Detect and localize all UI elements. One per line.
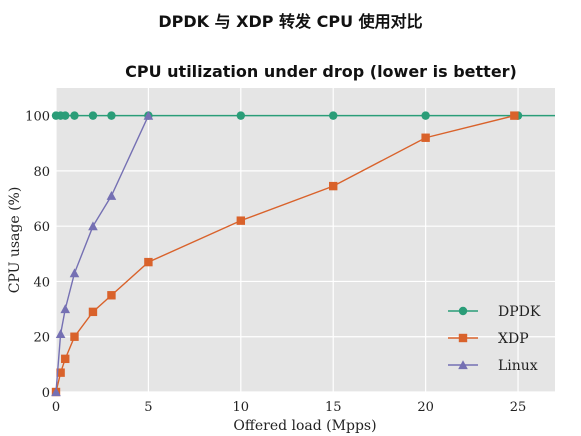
x-tick-label: 10: [233, 400, 250, 415]
y-tick-label: 40: [33, 275, 50, 290]
series-layer: [51, 110, 555, 397]
data-point-dpdk: [61, 111, 70, 120]
data-point-xdp: [329, 181, 338, 191]
legend-marker-dpdk: [458, 306, 468, 316]
data-point-xdp: [421, 133, 430, 142]
data-point-xdp: [144, 257, 153, 267]
legend-marker-linux: [458, 360, 468, 370]
y-tick-label: 100: [25, 110, 50, 125]
y-axis-label: CPU usage (%): [7, 187, 23, 294]
data-point-linux: [106, 190, 117, 200]
data-point-dpdk: [421, 111, 430, 120]
series-xdp: [51, 111, 519, 397]
y-tick-label: 0: [42, 386, 50, 401]
x-axis-label: Offered load (Mpps): [233, 418, 376, 434]
data-point-xdp: [107, 291, 116, 300]
data-point-linux: [60, 304, 71, 314]
data-point-xdp: [88, 307, 98, 317]
data-point-dpdk: [329, 111, 338, 120]
y-tick-label: 80: [33, 165, 50, 180]
axis-ticks: 0 5 10 15 20 25 0 20 40 60 80 100: [25, 110, 526, 415]
page-title: DPDK 与 XDP 转发 CPU 使用对比: [158, 12, 423, 31]
x-tick-label: 15: [325, 400, 342, 415]
data-point-xdp: [236, 216, 246, 225]
legend-label: DPDK: [498, 304, 541, 320]
data-point-linux: [51, 387, 61, 397]
legend-label: Linux: [498, 358, 538, 374]
data-point-xdp: [70, 332, 79, 341]
data-point-dpdk: [70, 111, 79, 120]
data-point-dpdk: [107, 111, 116, 120]
data-point-xdp: [61, 354, 70, 364]
data-point-linux: [88, 221, 98, 231]
legend-item-xdp: XDP: [448, 331, 529, 347]
series-dpdk: [51, 111, 555, 120]
legend-label: XDP: [498, 331, 529, 347]
chart-title: CPU utilization under drop (lower is bet…: [125, 62, 517, 81]
data-point-xdp: [510, 111, 519, 120]
plot-area: [56, 88, 555, 392]
series-linux: [51, 110, 154, 397]
y-tick-label: 60: [33, 220, 50, 235]
legend-marker-xdp: [458, 333, 468, 343]
x-tick-label: 0: [52, 400, 60, 415]
data-point-linux: [143, 110, 154, 120]
data-point-dpdk: [88, 111, 98, 120]
legend-item-dpdk: DPDK: [448, 304, 541, 320]
x-tick-label: 25: [510, 400, 527, 415]
y-tick-label: 20: [33, 331, 50, 346]
x-tick-label: 5: [144, 400, 152, 415]
data-point-linux: [55, 329, 66, 339]
data-point-xdp: [56, 368, 65, 377]
data-point-linux: [69, 268, 80, 278]
x-tick-label: 20: [417, 400, 434, 415]
legend: DPDK XDP Linux: [448, 304, 541, 374]
data-point-dpdk: [236, 111, 246, 120]
legend-item-linux: Linux: [448, 358, 538, 374]
